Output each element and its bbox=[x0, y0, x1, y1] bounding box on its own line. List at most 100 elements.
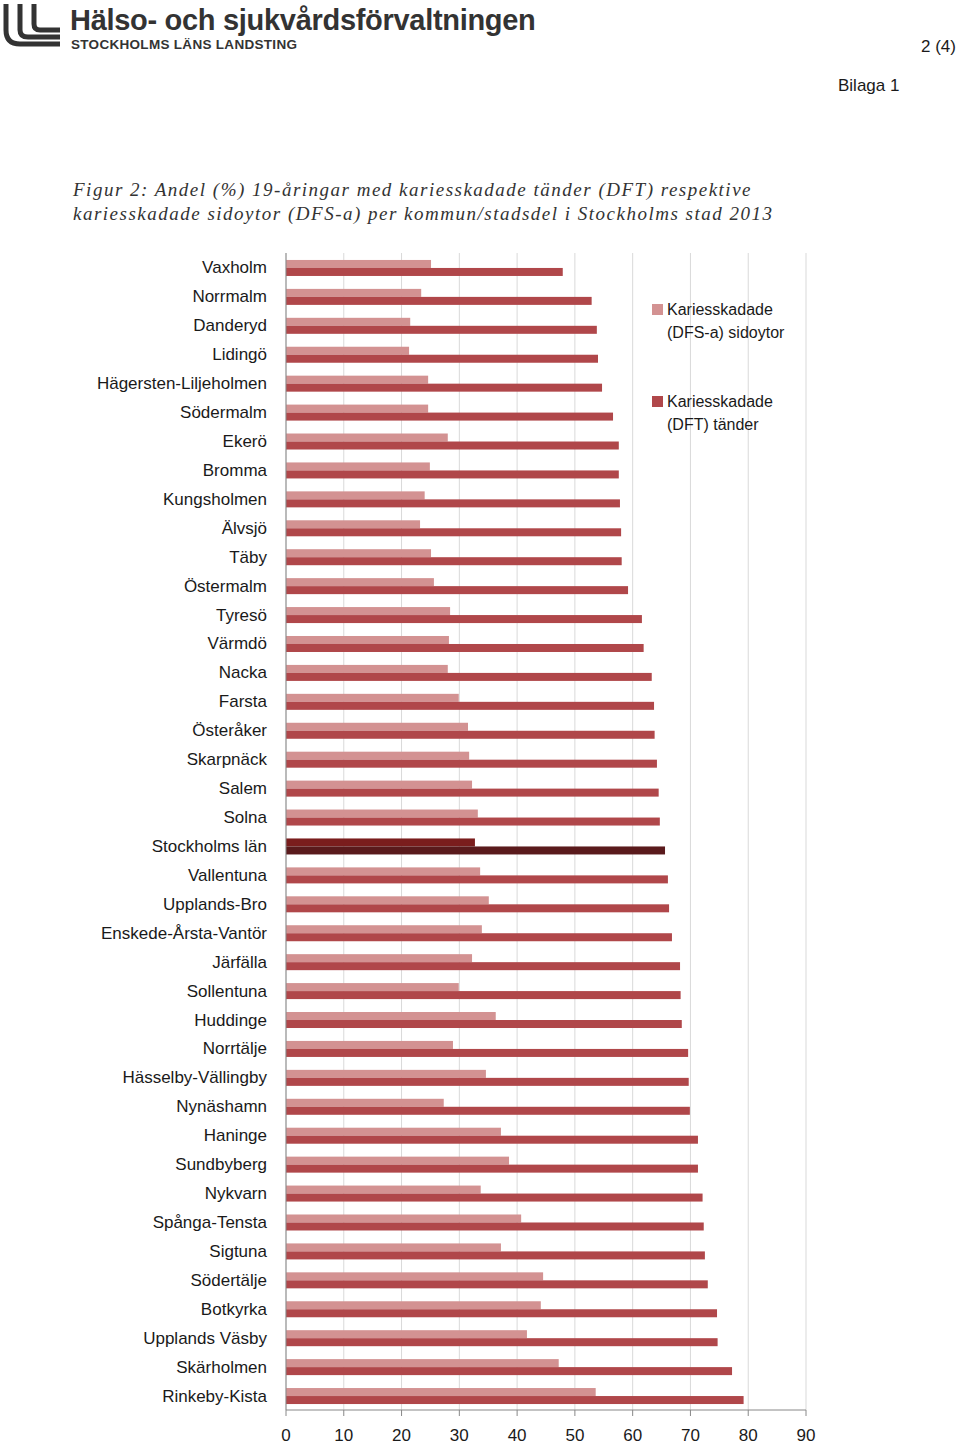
bar bbox=[286, 268, 563, 276]
category-label: Danderyd bbox=[193, 316, 267, 335]
category-label: Hägersten-Liljeholmen bbox=[97, 374, 267, 393]
bar bbox=[286, 673, 652, 681]
category-label: Hässelby-Vällingby bbox=[122, 1068, 267, 1087]
bar bbox=[286, 586, 628, 594]
grid-line bbox=[517, 253, 518, 1410]
tick-mark bbox=[401, 1410, 402, 1416]
logo-stroke bbox=[6, 4, 60, 44]
bar bbox=[286, 789, 659, 797]
bar bbox=[286, 1243, 501, 1251]
category-label: Sigtuna bbox=[209, 1242, 267, 1261]
category-label: Älvsjö bbox=[222, 519, 267, 538]
category-label: Järfälla bbox=[212, 953, 267, 972]
category-label: Huddinge bbox=[194, 1011, 267, 1030]
category-label: Nykvarn bbox=[205, 1184, 267, 1203]
bar bbox=[286, 1338, 718, 1346]
legend-swatch bbox=[652, 304, 663, 315]
bar bbox=[286, 1388, 596, 1396]
category-label: Skarpnäck bbox=[187, 750, 268, 769]
bar bbox=[286, 702, 654, 710]
bar bbox=[286, 867, 480, 875]
bar bbox=[286, 1272, 543, 1280]
bar bbox=[286, 1136, 698, 1144]
legend-label: Kariesskadade (DFS-a) sidoytor bbox=[667, 298, 807, 344]
category-label: Österåker bbox=[192, 721, 267, 740]
bar bbox=[286, 1301, 541, 1309]
tick-mark bbox=[748, 1410, 749, 1416]
header-org: Hälso- och sjukvårdsförvaltningen bbox=[70, 4, 536, 37]
bar bbox=[286, 1070, 486, 1078]
bar bbox=[286, 434, 448, 442]
category-label: Nacka bbox=[219, 663, 268, 682]
logo bbox=[6, 4, 60, 44]
category-label: Värmdö bbox=[207, 634, 267, 653]
bar bbox=[286, 1165, 698, 1173]
title: Figur 2: Andel (%) 19-åringar med karies… bbox=[73, 178, 863, 226]
tick-label: 30 bbox=[450, 1426, 469, 1442]
category-label: Norrtälje bbox=[203, 1039, 267, 1058]
bar bbox=[286, 499, 620, 507]
bar bbox=[286, 962, 680, 970]
bar bbox=[286, 818, 660, 826]
category-label: Lidingö bbox=[212, 345, 267, 364]
bar bbox=[286, 289, 421, 297]
bar bbox=[286, 260, 431, 268]
bar bbox=[286, 1107, 690, 1115]
bar bbox=[286, 1359, 559, 1367]
category-label: Täby bbox=[229, 548, 267, 567]
bar bbox=[286, 549, 431, 557]
bar bbox=[286, 376, 428, 384]
bar bbox=[286, 752, 469, 760]
tick-label: 20 bbox=[392, 1426, 411, 1442]
category-label: Sollentuna bbox=[187, 982, 268, 1001]
bar bbox=[286, 694, 459, 702]
category-label: Farsta bbox=[219, 692, 268, 711]
category-label: Södertälje bbox=[190, 1271, 267, 1290]
bar bbox=[286, 636, 449, 644]
legend-label: Kariesskadade (DFT) tänder bbox=[667, 390, 807, 436]
legend-swatch bbox=[652, 396, 663, 407]
bar bbox=[286, 723, 468, 731]
category-label: Bromma bbox=[203, 461, 268, 480]
bar bbox=[286, 1309, 717, 1317]
bar bbox=[286, 1099, 444, 1107]
bar bbox=[286, 665, 448, 673]
bar bbox=[286, 1186, 481, 1194]
logo-stroke bbox=[20, 4, 60, 37]
page-number: 2 (4) bbox=[921, 37, 956, 57]
bar bbox=[286, 1222, 704, 1230]
bar bbox=[286, 1194, 703, 1202]
tick-label: 10 bbox=[334, 1426, 353, 1442]
bar bbox=[286, 326, 597, 334]
category-label: Vallentuna bbox=[188, 866, 268, 885]
bar bbox=[286, 520, 420, 528]
category-label: Upplands Väsby bbox=[143, 1329, 267, 1348]
tick-mark bbox=[286, 1410, 287, 1416]
category-label: Ekerö bbox=[223, 432, 267, 451]
category-label: Tyresö bbox=[216, 606, 267, 625]
category-label: Östermalm bbox=[184, 577, 267, 596]
category-label: Nynäshamn bbox=[176, 1097, 267, 1116]
bar bbox=[286, 413, 613, 421]
bar bbox=[286, 933, 672, 941]
category-label: Rinkeby-Kista bbox=[162, 1387, 267, 1406]
bar bbox=[286, 1157, 509, 1165]
bar bbox=[286, 954, 472, 962]
bar bbox=[286, 297, 592, 305]
bar bbox=[286, 983, 459, 991]
bar bbox=[286, 615, 642, 623]
bar bbox=[286, 760, 657, 768]
category-label: Salem bbox=[219, 779, 267, 798]
x-axis bbox=[286, 1410, 806, 1411]
category-label: Stockholms län bbox=[152, 837, 267, 856]
bar bbox=[286, 528, 621, 536]
bar bbox=[286, 1367, 732, 1375]
bar bbox=[286, 462, 430, 470]
bar bbox=[286, 1396, 744, 1404]
tick-mark bbox=[632, 1410, 633, 1416]
category-label: Skärholmen bbox=[176, 1358, 267, 1377]
tick-mark bbox=[343, 1410, 344, 1416]
bar bbox=[286, 925, 482, 933]
bar bbox=[286, 607, 450, 615]
tick-mark bbox=[574, 1410, 575, 1416]
